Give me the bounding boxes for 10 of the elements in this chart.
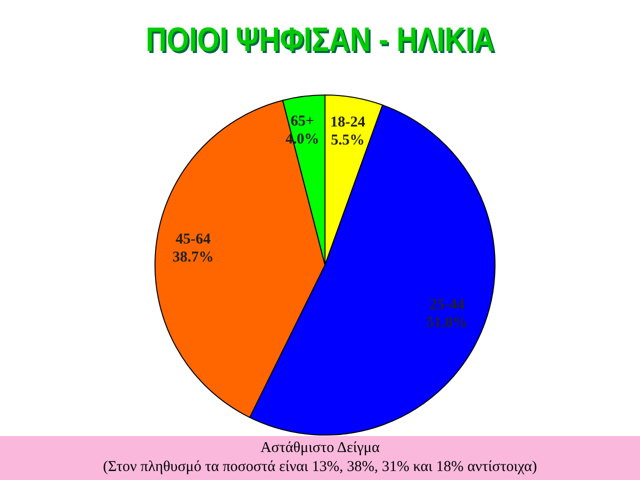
slice-label: 18-24 <box>330 114 366 130</box>
text: Αστάθμιστο Δείγμα <box>259 439 381 458</box>
data-label: 38.7% <box>172 249 214 266</box>
slice-label: 45-64 <box>176 231 212 248</box>
data-label: 5.5% <box>330 132 365 148</box>
text: (Στον πληθυσμό τα ποσοστά είναι 13%, 38%, 31% και 18% αντίστοιχα) <box>102 458 538 477</box>
slice-label: 25-44 <box>430 296 466 313</box>
slice-label: 65+ <box>290 113 314 130</box>
data-label: 51.8% <box>426 314 468 331</box>
chart-title: ΠΟΙΟΙ ΨΗΦΙΣΑΝ - ΗΛΙΚΙΑ <box>146 20 494 60</box>
